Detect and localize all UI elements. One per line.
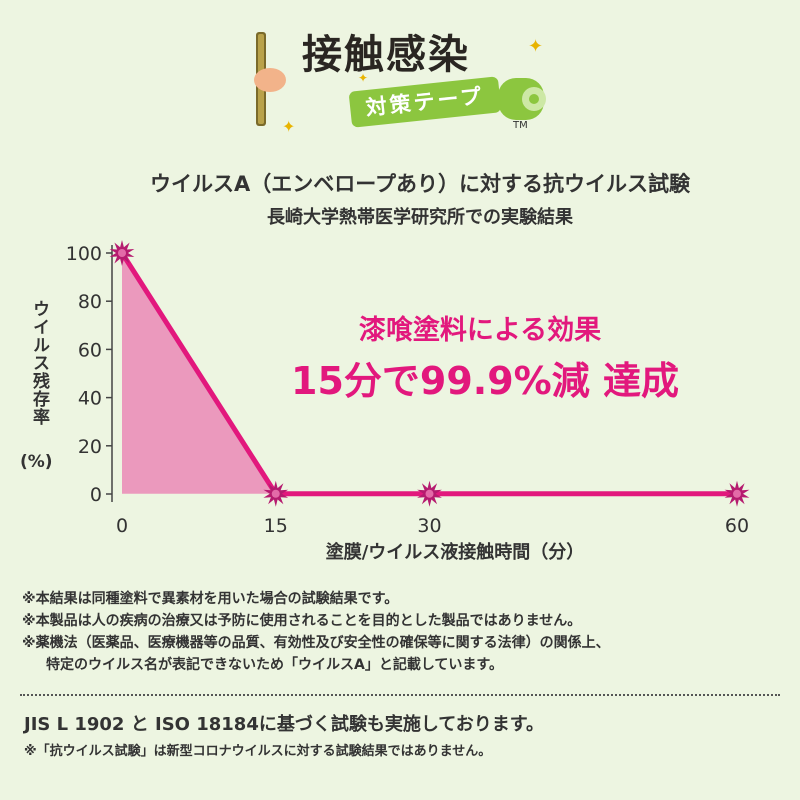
data-point-center [733, 489, 741, 498]
x-axis-label: 塗膜/ウイルス液接触時間（分） [325, 542, 585, 563]
chart-annotation-result: 15分で99.9%減 達成 [291, 359, 679, 403]
svg-text:✦: ✦ [528, 36, 543, 57]
data-point-center [118, 249, 126, 257]
svg-text:✦: ✦ [282, 117, 295, 134]
y-tick-label: 100 [66, 243, 102, 265]
svg-text:✦: ✦ [358, 71, 368, 85]
product-logo: ✦ ✦ ✦ 接触感染 対策テープ TM [238, 22, 568, 134]
data-point-center [271, 489, 280, 498]
y-tick-label: 80 [78, 291, 102, 313]
note-line: 特定のウイルス名が表記できないため「ウイルスA」と記載しています。 [46, 657, 504, 673]
note-line: ※薬機法（医薬品、医療機器等の品質、有効性及び安全性の確保等に関する法律）の関係… [22, 635, 610, 651]
x-tick-label: 15 [264, 515, 288, 537]
y-tick-label: 40 [78, 388, 102, 410]
x-tick-label: 60 [725, 515, 749, 537]
series-line [119, 251, 737, 497]
x-tick-label: 30 [417, 515, 441, 537]
y-axis-unit: (%) [20, 452, 53, 472]
data-point-center [425, 489, 434, 498]
chart-annotation-effect: 漆喰塗料による効果 [358, 315, 602, 346]
x-tick-label: 0 [116, 515, 128, 537]
y-axis-label: ウイルス残存率 [29, 300, 49, 426]
y-tick-label: 20 [78, 436, 102, 458]
logo-graphic: ✦ ✦ ✦ [254, 32, 546, 134]
note-line: ※本製品は人の疾病の治療又は予防に使用されることを目的とした製品ではありません。 [22, 613, 582, 629]
footer-main-text: JIS L 1902 と ISO 18184に基づく試験も実施しております。 [24, 714, 544, 735]
chart-subtitle: 長崎大学熱帯医学研究所での実験結果 [267, 207, 573, 228]
disclaimer-notes: ※本結果は同種塗料で異素材を用いた場合の試験結果です。 ※本製品は人の疾病の治療… [22, 588, 782, 676]
note-line: ※本結果は同種塗料で異素材を用いた場合の試験結果です。 [22, 591, 399, 607]
y-tick-label: 0 [90, 484, 102, 506]
y-tick-label: 60 [78, 339, 102, 361]
footer-note-text: ※「抗ウイルス試験」は新型コロナウイルスに対する試験結果ではありません。 [24, 744, 492, 759]
chart-title: ウイルスA（エンベロープあり）に対する抗ウイルス試験 [150, 172, 690, 196]
dotted-divider [20, 694, 780, 696]
logo-main-text: 接触感染 [302, 32, 470, 78]
logo-trademark: TM [513, 120, 528, 131]
